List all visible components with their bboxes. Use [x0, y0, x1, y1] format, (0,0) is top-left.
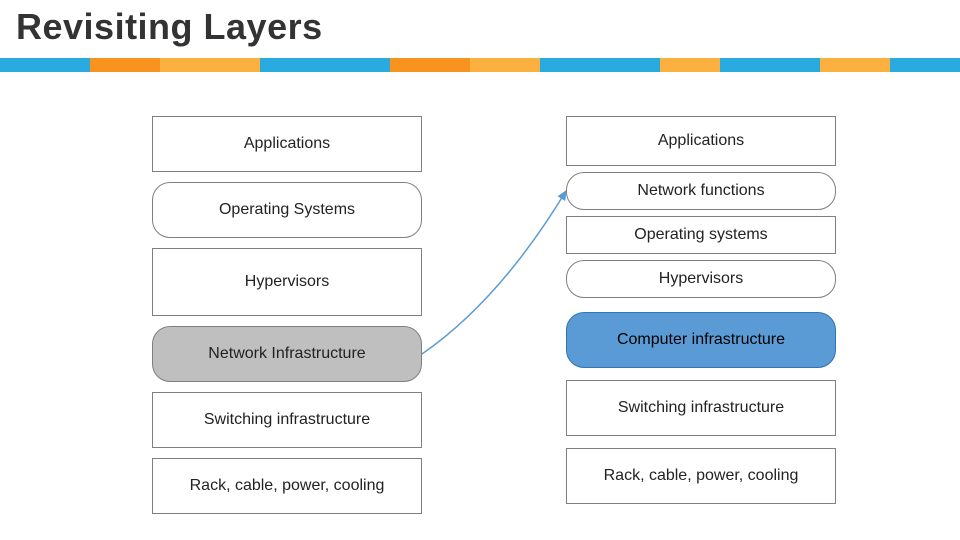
stripe-segment: [0, 58, 90, 72]
stripe-segment: [160, 58, 260, 72]
right-layer-box: Rack, cable, power, cooling: [566, 448, 836, 504]
slide-title: Revisiting Layers: [16, 6, 323, 48]
stripe-segment: [720, 58, 820, 72]
right-layer-box: Applications: [566, 116, 836, 166]
right-layer-box: Network functions: [566, 172, 836, 210]
stripe-segment: [90, 58, 160, 72]
left-layer-box: Rack, cable, power, cooling: [152, 458, 422, 514]
stripe-segment: [540, 58, 660, 72]
stripe-segment: [660, 58, 720, 72]
left-layer-box: Operating Systems: [152, 182, 422, 238]
stripe-segment: [820, 58, 890, 72]
stripe-segment: [390, 58, 470, 72]
stripe-segment: [470, 58, 540, 72]
slide: { "title": "Revisiting Layers", "title_f…: [0, 0, 960, 540]
transition-arrow: [422, 191, 566, 354]
right-layer-box: Computer infrastructure: [566, 312, 836, 368]
left-layer-box: Switching infrastructure: [152, 392, 422, 448]
stripe-segment: [890, 58, 960, 72]
accent-stripe: [0, 58, 960, 72]
right-layer-box: Hypervisors: [566, 260, 836, 298]
right-layer-box: Operating systems: [566, 216, 836, 254]
stripe-segment: [260, 58, 390, 72]
left-layer-box: Hypervisors: [152, 248, 422, 316]
right-layer-box: Switching infrastructure: [566, 380, 836, 436]
left-layer-box: Network Infrastructure: [152, 326, 422, 382]
left-layer-box: Applications: [152, 116, 422, 172]
